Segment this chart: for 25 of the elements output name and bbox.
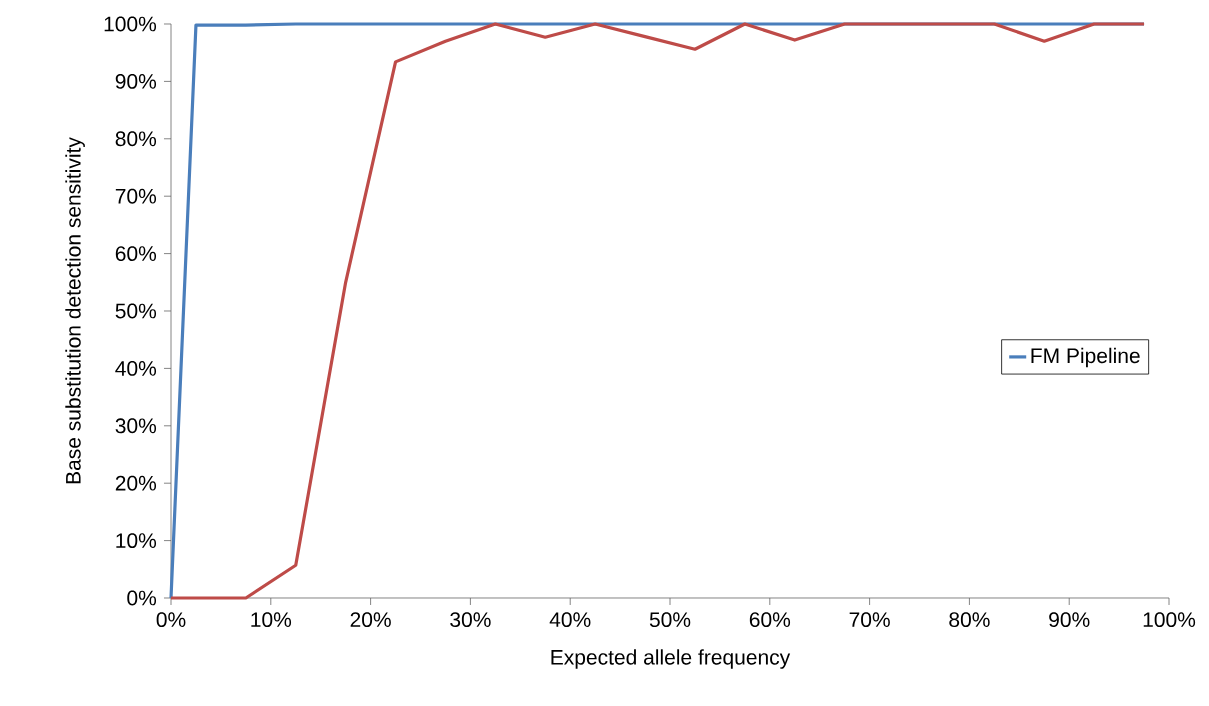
x-tick-label: 20%: [350, 612, 391, 628]
y-tick-label: 40%: [115, 360, 157, 376]
x-tick-label: 80%: [949, 612, 990, 628]
legend-label: FM Pipeline: [1031, 347, 1140, 368]
y-axis-title: Base substitution detection sensitivity: [65, 137, 85, 484]
y-tick-label: 30%: [115, 418, 157, 434]
y-tick-label: 50%: [115, 303, 157, 319]
x-tick-label: 0%: [156, 612, 186, 628]
x-axis-title: Expected allele frequency: [551, 649, 791, 669]
x-tick-label: 30%: [450, 612, 491, 628]
y-tick-label: 20%: [115, 475, 157, 491]
x-tick-label: 60%: [749, 612, 791, 628]
y-tick-label: 10%: [116, 533, 157, 549]
y-tick-label: 100%: [104, 16, 157, 32]
y-tick-label: 0%: [127, 590, 157, 606]
x-tick-label: 70%: [849, 612, 890, 628]
x-tick-label: 40%: [549, 612, 591, 628]
x-tick-label: 100%: [1143, 612, 1196, 628]
y-tick-label: 60%: [115, 246, 157, 262]
x-tick-label: 90%: [1049, 612, 1090, 628]
y-tick-label: 90%: [115, 73, 157, 89]
y-tick-label: 80%: [115, 131, 157, 147]
x-tick-label: 50%: [649, 612, 691, 628]
x-tick-label: 10%: [251, 612, 292, 628]
y-tick-label: 70%: [115, 188, 157, 204]
